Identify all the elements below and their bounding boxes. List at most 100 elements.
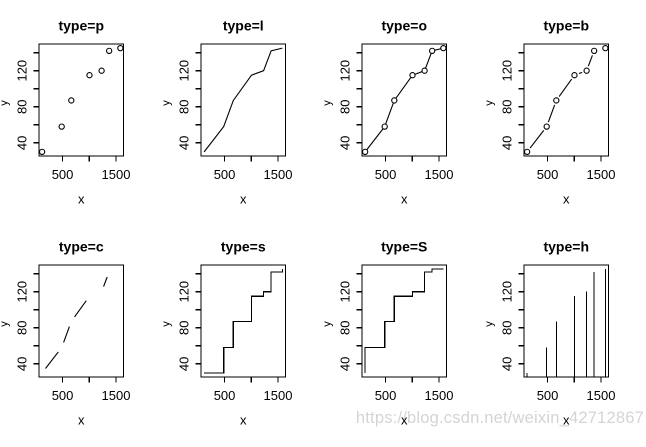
panel-title: type=h: [543, 239, 589, 255]
y-tick-label: 40: [338, 136, 353, 150]
data-point: [69, 98, 74, 103]
data-point: [553, 98, 558, 103]
y-tick-label: 120: [176, 281, 191, 303]
data-line: [365, 48, 443, 152]
y-axis-label: y: [485, 100, 496, 106]
x-axis-label: x: [563, 413, 570, 428]
x-tick-label: 1500: [425, 388, 454, 403]
y-tick-label: 40: [15, 136, 30, 150]
x-tick-label: 1500: [102, 388, 131, 403]
x-axis-label: x: [240, 192, 247, 207]
line-segment: [104, 277, 108, 287]
data-point: [363, 149, 368, 154]
y-axis-label: y: [485, 321, 496, 327]
y-tick-label: 120: [15, 281, 30, 303]
data-point: [87, 73, 92, 78]
line-segment: [45, 352, 58, 369]
data-point: [118, 46, 123, 51]
subplot-l: type=l 500 1500 40 80 120 x y: [162, 0, 324, 221]
y-axis-label: y: [323, 321, 334, 327]
x-axis-label: x: [401, 192, 408, 207]
y-tick-label: 80: [499, 100, 514, 114]
data-point: [99, 68, 104, 73]
data-point: [107, 48, 112, 53]
x-axis-label: x: [78, 192, 85, 207]
subplot-cell-c: type=c 500 1500 40 80 120 x y: [0, 221, 162, 442]
subplot-cell-S: type=S50015004080120xy: [323, 221, 485, 442]
subplot-cell-h: type=h 500 1500 40 80 120 x y: [485, 221, 646, 442]
data-point: [382, 124, 387, 129]
data-point: [410, 73, 415, 78]
y-axis-label: y: [162, 100, 173, 106]
step-line: [204, 269, 282, 373]
panel-title: type=p: [58, 18, 104, 34]
y-axis-label: y: [162, 321, 173, 327]
panel-title: type=o: [381, 18, 427, 34]
subplot-cell-b: type=b 500 1500 40 80 120 x y: [485, 0, 646, 221]
x-axis-label: x: [240, 413, 247, 428]
subplot-S: type=S50015004080120xy: [323, 221, 485, 442]
line-segment: [588, 55, 592, 66]
subplot-s: type=s50015004080120xy: [162, 221, 324, 442]
y-tick-label: 40: [499, 136, 514, 150]
data-point: [524, 149, 529, 154]
x-tick-label: 500: [52, 167, 74, 182]
x-tick-label: 500: [536, 167, 558, 182]
x-tick-label: 500: [52, 388, 74, 403]
y-tick-label: 120: [338, 281, 353, 303]
x-tick-label: 1500: [586, 388, 615, 403]
subplot-cell-s: type=s50015004080120xy: [162, 221, 324, 442]
y-tick-label: 120: [499, 60, 514, 82]
x-axis-label: x: [78, 413, 85, 428]
x-tick-label: 1500: [102, 167, 131, 182]
y-tick-label: 80: [15, 100, 30, 114]
panel-title: type=b: [543, 18, 589, 34]
y-tick-label: 80: [176, 321, 191, 335]
panel-title: type=l: [222, 18, 263, 34]
x-tick-label: 1500: [263, 167, 292, 182]
y-axis-label: y: [323, 100, 334, 106]
x-tick-label: 1500: [425, 167, 454, 182]
x-tick-label: 1500: [586, 167, 615, 182]
y-tick-label: 120: [499, 281, 514, 303]
data-point: [59, 124, 64, 129]
data-point: [422, 68, 427, 73]
data-point: [591, 48, 596, 53]
y-tick-label: 80: [338, 321, 353, 335]
y-tick-label: 120: [176, 60, 191, 82]
data-point: [544, 124, 549, 129]
x-tick-label: 500: [213, 388, 235, 403]
data-point: [584, 68, 589, 73]
y-tick-label: 40: [15, 357, 30, 371]
y-axis-label: y: [0, 100, 11, 106]
y-tick-label: 120: [15, 60, 30, 82]
y-tick-label: 40: [176, 357, 191, 371]
panel-title: type=c: [59, 239, 104, 255]
y-tick-label: 80: [15, 321, 30, 335]
line-segment: [559, 79, 572, 96]
line-segment: [530, 130, 544, 148]
x-tick-label: 500: [213, 167, 235, 182]
subplot-b: type=b 500 1500 40 80 120 x y: [485, 0, 646, 221]
panel-title: type=s: [220, 239, 265, 255]
data-point: [602, 46, 607, 51]
y-tick-label: 80: [499, 321, 514, 335]
line-segment: [75, 301, 87, 317]
data-point: [571, 73, 576, 78]
subplot-cell-p: type=p 500 1500 40 80 120 x y: [0, 0, 162, 221]
y-tick-label: 40: [499, 357, 514, 371]
x-axis-label: x: [401, 413, 408, 428]
x-axis-label: x: [563, 192, 570, 207]
y-tick-label: 80: [176, 100, 191, 114]
x-tick-label: 500: [536, 388, 558, 403]
step-line: [365, 269, 443, 373]
subplot-h: type=h 500 1500 40 80 120 x y: [485, 221, 646, 442]
y-tick-label: 40: [176, 136, 191, 150]
x-tick-label: 500: [375, 167, 397, 182]
y-axis-label: y: [0, 321, 11, 327]
subplot-c: type=c 500 1500 40 80 120 x y: [0, 221, 162, 442]
line-segment: [578, 72, 581, 73]
plot-box: [39, 44, 124, 156]
